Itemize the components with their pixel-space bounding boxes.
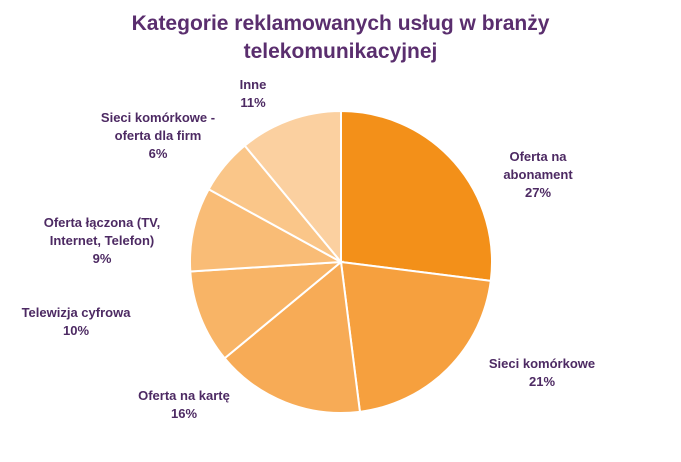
pie-slice-inne bbox=[243, 109, 342, 265]
slice-label-name: Inne bbox=[239, 77, 267, 92]
slice-label-name: Oferta na abonament bbox=[503, 149, 573, 182]
slice-label-sieci-komorkowe: Sieci komórkowe 21% bbox=[462, 355, 622, 391]
slice-label-percent: 16% bbox=[170, 406, 198, 421]
pie-slice-oferta-na-abonament bbox=[340, 109, 493, 283]
slice-label-name: Oferta łączona (TV, Internet, Telefon) bbox=[43, 215, 161, 248]
slice-label-percent: 11% bbox=[240, 95, 266, 110]
slice-label-name: Telewizja cyfrowa bbox=[21, 305, 131, 320]
chart-title: Kategorie reklamowanych usług w branży t… bbox=[0, 10, 681, 66]
slice-label-percent: 6% bbox=[148, 146, 168, 161]
slice-label-telewizja-cyfrowa: Telewizja cyfrowa 10% bbox=[6, 304, 146, 340]
slice-label-oferta-na-abonament: Oferta na abonament 27% bbox=[478, 148, 598, 202]
slice-label-percent: 27% bbox=[524, 185, 552, 200]
slice-label-name: Sieci komórkowe bbox=[488, 356, 596, 371]
slice-label-percent: 9% bbox=[92, 251, 112, 266]
pie-slice-sieci-kom-rkowe bbox=[339, 260, 492, 413]
slice-label-name: Oferta na kartę bbox=[138, 388, 230, 403]
slice-label-percent: 21% bbox=[528, 374, 556, 389]
pie-slice-oferta-czona-tv-internet-telefon bbox=[189, 187, 345, 273]
chart-title-line-1: Kategorie reklamowanych usług w branży bbox=[131, 12, 550, 35]
pie-slice-oferta-na-kart bbox=[223, 260, 362, 414]
slice-label-oferta-na-karte: Oferta na kartę 16% bbox=[114, 387, 254, 423]
slice-label-sieci-komorkowe-firmy: Sieci komórkowe - oferta dla firm 6% bbox=[83, 109, 233, 163]
slice-label-oferta-laczona: Oferta łączona (TV, Internet, Telefon) 9… bbox=[26, 214, 178, 268]
chart-title-line-2: telekomunikacyjnej bbox=[243, 40, 438, 63]
slice-label-inne: Inne 11% bbox=[213, 76, 293, 112]
slice-label-name: Sieci komórkowe - oferta dla firm bbox=[100, 110, 216, 143]
slice-label-percent: 10% bbox=[62, 323, 90, 338]
pie-slice-telewizja-cyfrowa bbox=[189, 260, 345, 360]
